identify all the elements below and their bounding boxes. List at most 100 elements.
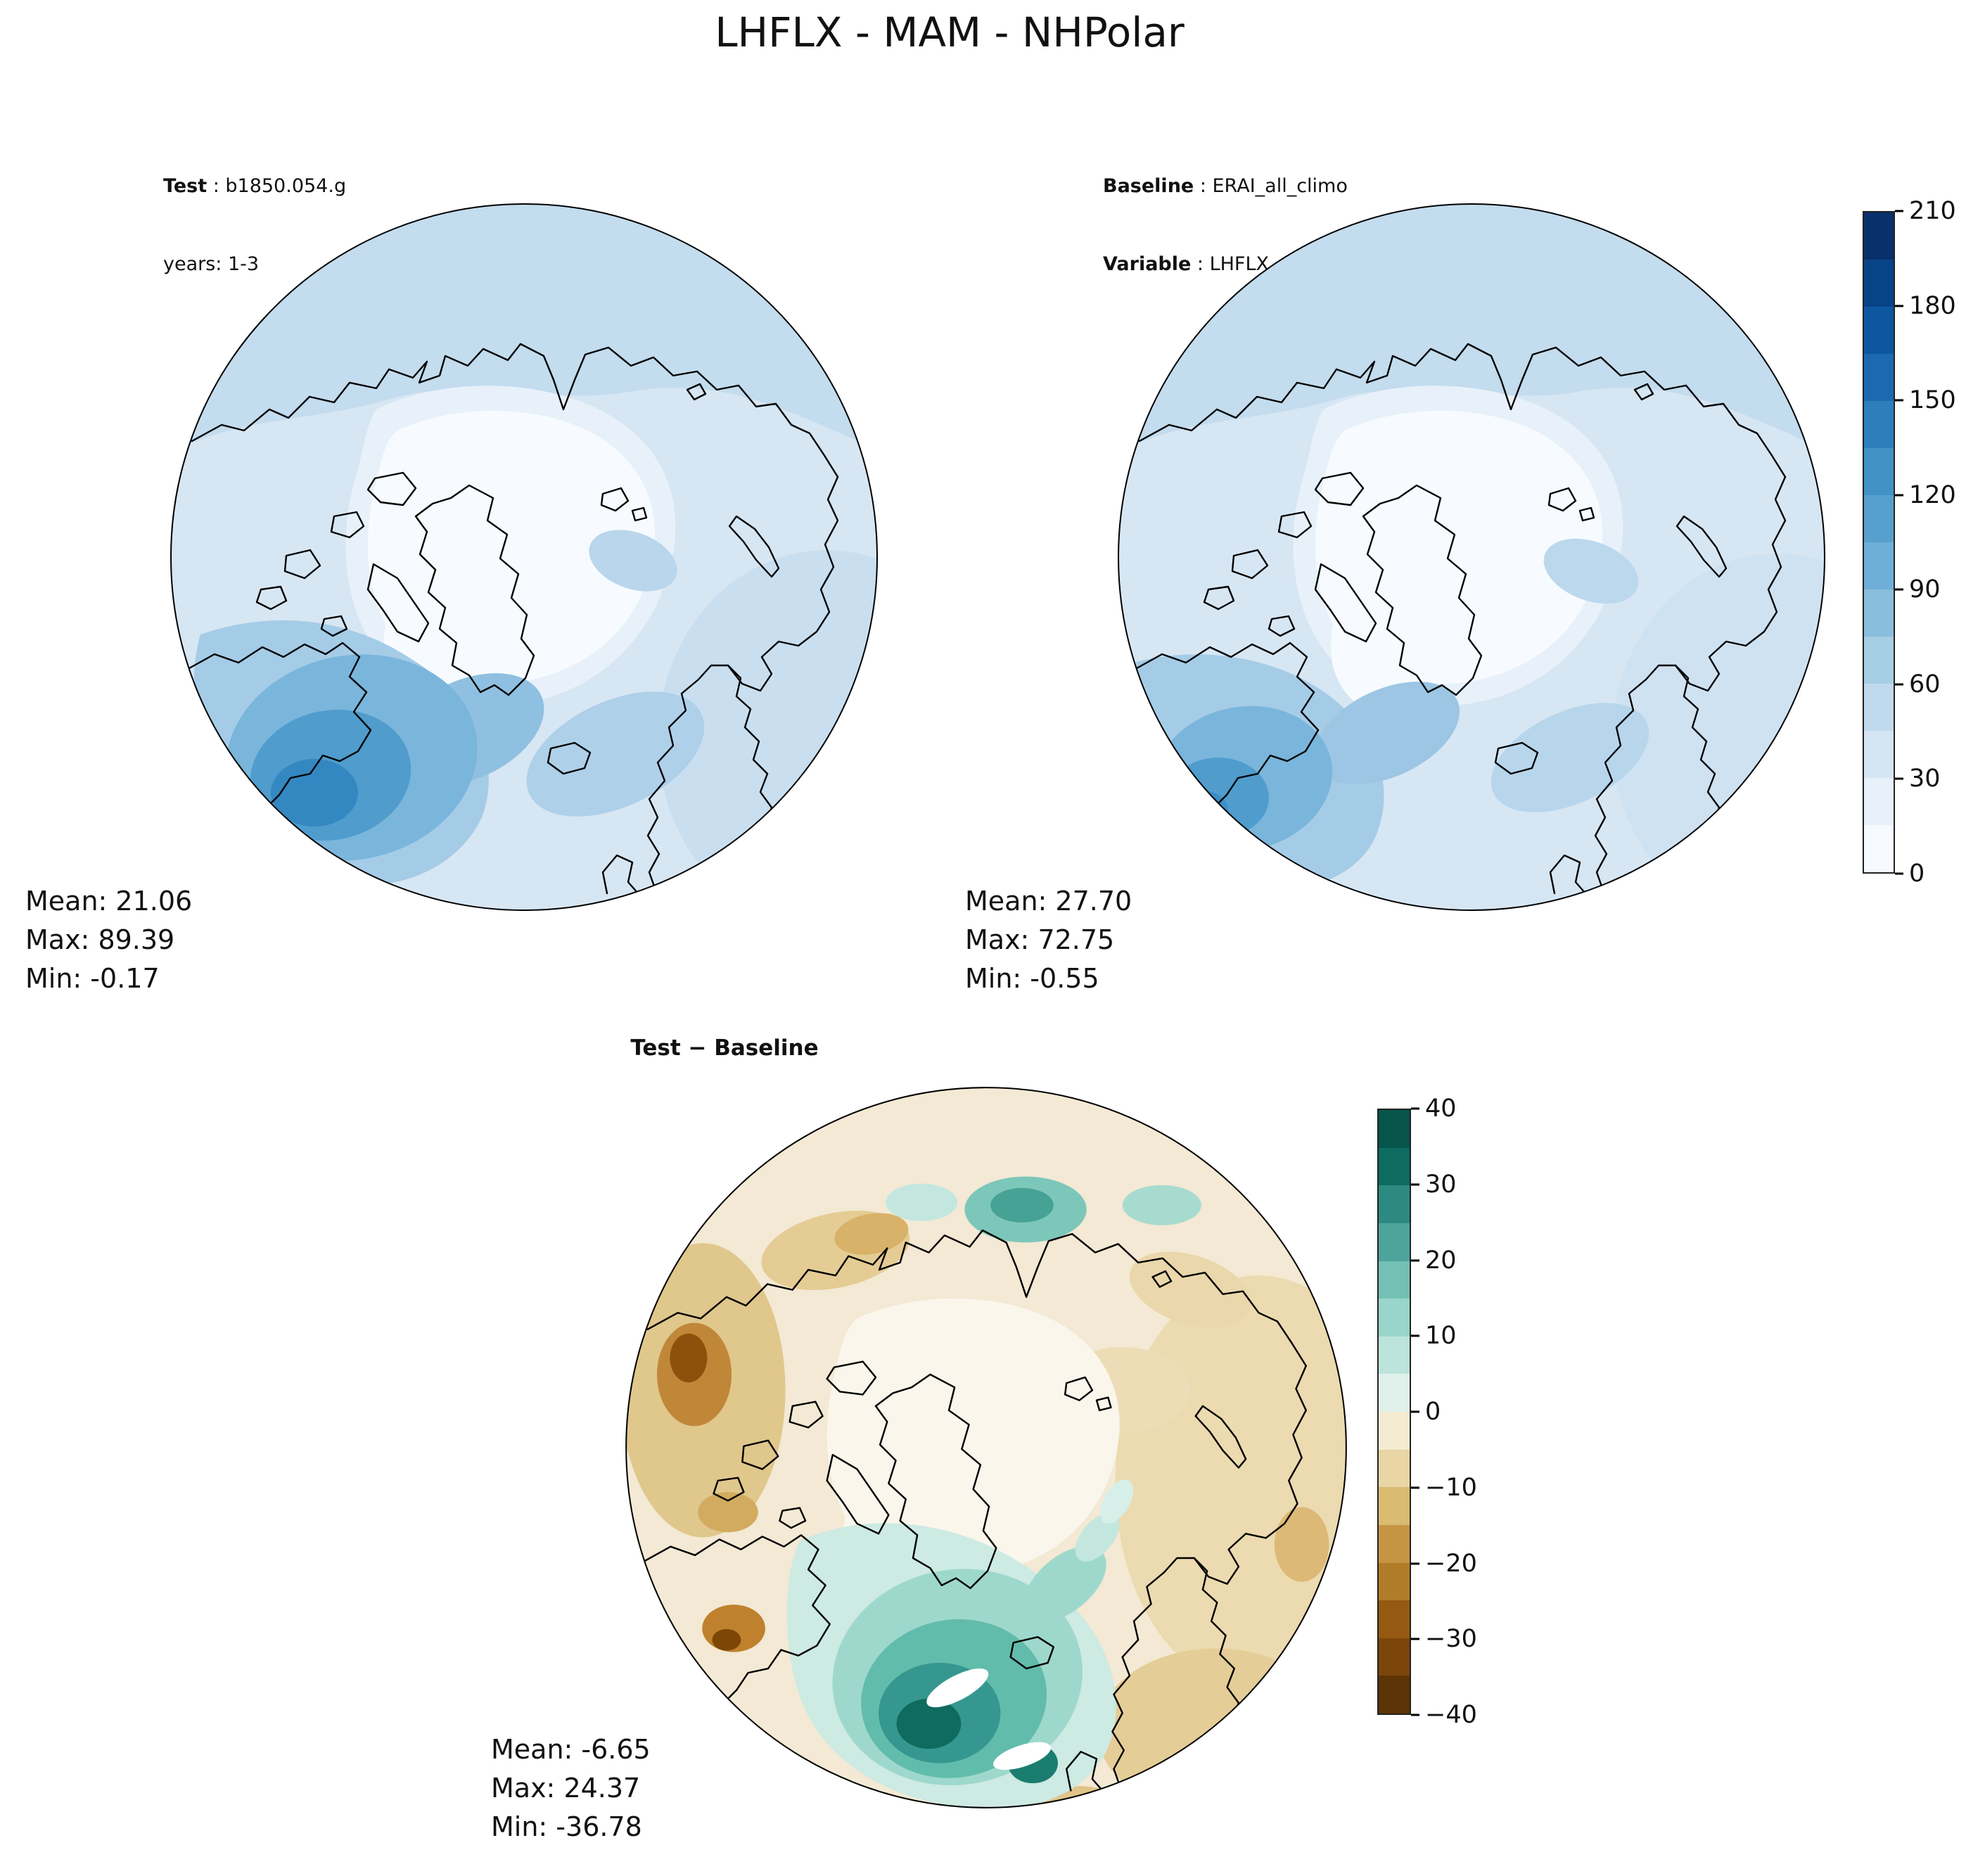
colorbar-segment	[1379, 1261, 1410, 1299]
colorbar-tick	[1895, 683, 1903, 686]
colorbar-tick	[1411, 1638, 1419, 1640]
colorbar-segment	[1379, 1223, 1410, 1261]
colorbar-tick-label: 30	[1425, 1170, 1457, 1199]
colorbar-segment	[1379, 1600, 1410, 1638]
colorbar-tick	[1411, 1562, 1419, 1564]
colorbar-segment	[1379, 1185, 1410, 1223]
colorbar-tick-label: 150	[1909, 386, 1956, 415]
colorbar-tick-label: −40	[1425, 1701, 1477, 1729]
colorbar-segment	[1864, 448, 1894, 495]
colorbar-tick-label: 90	[1909, 575, 1941, 604]
colorbar-tick	[1411, 1714, 1419, 1716]
colorbar-tick-label: 40	[1425, 1095, 1457, 1123]
main-colorbar: 210 180 150 120 90 60 30 0	[1863, 197, 1956, 888]
colorbar-tick-label: 20	[1425, 1246, 1457, 1275]
colorbar-tick-label: −10	[1425, 1473, 1477, 1502]
variable-label: Variable	[1103, 253, 1192, 275]
baseline-map	[1118, 203, 1825, 911]
colorbar-segment	[1379, 1524, 1410, 1563]
colorbar-segment	[1379, 1336, 1410, 1374]
diff-map-border	[625, 1087, 1347, 1808]
diff-stat-max: Max: 24.37	[491, 1773, 641, 1804]
colorbar-segment	[1379, 1412, 1410, 1450]
baseline-header-line1: Baseline : ERAI_all_climo	[1103, 173, 1348, 199]
baseline-map-border	[1118, 203, 1825, 911]
colorbar-tick-label: 0	[1425, 1398, 1441, 1426]
colorbar-tick-label: −20	[1425, 1549, 1477, 1578]
baseline-header-label: Baseline	[1103, 175, 1194, 197]
colorbar-tick-label: 120	[1909, 480, 1956, 509]
colorbar-segment	[1864, 354, 1894, 401]
baseline-header-line2: Variable : LHFLX	[1103, 251, 1348, 277]
test-header: Test : b1850.054.g years: 1-3	[163, 121, 346, 329]
diff-stat-mean: Mean: -6.65	[491, 1734, 651, 1765]
colorbar-segment	[1379, 1449, 1410, 1488]
colorbar-tick-label: −30	[1425, 1625, 1477, 1654]
colorbar-segment	[1864, 684, 1894, 731]
baseline-stat-min: Min: -0.55	[965, 963, 1099, 994]
colorbar-segment	[1379, 1487, 1410, 1525]
colorbar-tick	[1411, 1410, 1419, 1413]
colorbar-tick	[1411, 1259, 1419, 1261]
colorbar-swatches	[1377, 1109, 1411, 1715]
colorbar-segment	[1864, 260, 1894, 307]
colorbar-tick	[1411, 1334, 1419, 1337]
colorbar-segment	[1379, 1676, 1410, 1714]
colorbar-tick	[1411, 1486, 1419, 1489]
colorbar-segment	[1379, 1562, 1410, 1601]
test-map	[170, 203, 878, 911]
colorbar-segment	[1379, 1110, 1410, 1148]
colorbar-swatches	[1863, 211, 1895, 874]
baseline-contour-fills	[1118, 204, 1825, 910]
colorbar-segment	[1864, 542, 1894, 589]
colorbar-segment	[1864, 637, 1894, 684]
colorbar-tick-label: 210	[1909, 197, 1956, 225]
baseline-stat-mean: Mean: 27.70	[965, 886, 1132, 917]
colorbar-tick-label: 0	[1909, 860, 1925, 888]
colorbar-tick	[1411, 1183, 1419, 1186]
test-header-years: years: 1-3	[163, 253, 260, 275]
test-stat-max: Max: 89.39	[25, 924, 175, 955]
colorbar-segment	[1864, 778, 1894, 825]
diff-title: Test − Baseline	[630, 1035, 819, 1061]
colorbar-tick	[1895, 777, 1903, 780]
test-header-label: Test	[163, 175, 208, 197]
test-contour-fills	[171, 204, 877, 910]
test-stat-mean: Mean: 21.06	[25, 886, 193, 917]
colorbar-tick	[1411, 1107, 1419, 1110]
test-map-border	[170, 203, 878, 911]
colorbar-segment	[1864, 307, 1894, 354]
baseline-stat-max: Max: 72.75	[965, 924, 1115, 955]
colorbar-tick	[1895, 399, 1903, 402]
colorbar-tick	[1895, 494, 1903, 497]
test-header-value: : b1850.054.g	[207, 175, 347, 197]
colorbar-segment	[1379, 1638, 1410, 1676]
test-header-line1: Test : b1850.054.g	[163, 173, 346, 199]
colorbar-tick-label: 10	[1425, 1322, 1457, 1351]
test-stats: Mean: 21.06 Max: 89.39 Min: -0.17	[25, 882, 192, 998]
baseline-stats: Mean: 27.70 Max: 72.75 Min: -0.55	[965, 882, 1132, 998]
colorbar-tick	[1895, 872, 1903, 875]
colorbar-segment	[1864, 825, 1894, 872]
baseline-header-value: : ERAI_all_climo	[1194, 175, 1348, 197]
colorbar-segment	[1379, 1147, 1410, 1186]
variable-value: : LHFLX	[1191, 253, 1270, 275]
colorbar-tick	[1895, 588, 1903, 591]
colorbar-tick	[1895, 305, 1903, 307]
colorbar-segment	[1379, 1298, 1410, 1336]
colorbar-tick-label: 60	[1909, 670, 1941, 698]
colorbar-segment	[1864, 731, 1894, 778]
colorbar-tick-label: 180	[1909, 291, 1956, 320]
diff-colorbar: 40 30 20 10 0 −10 −20 −30 −40	[1377, 1095, 1477, 1729]
colorbar-tick	[1895, 210, 1903, 212]
colorbar-segment	[1864, 495, 1894, 542]
colorbar-segment	[1864, 589, 1894, 637]
diff-stat-min: Min: -36.78	[491, 1811, 642, 1842]
colorbar-segment	[1379, 1374, 1410, 1412]
diff-stats: Mean: -6.65 Max: 24.37 Min: -36.78	[491, 1730, 651, 1846]
colorbar-tick-label: 30	[1909, 765, 1941, 793]
colorbar-segment	[1864, 212, 1894, 260]
page-title: LHFLX - MAM - NHPolar	[715, 8, 1185, 56]
baseline-header: Baseline : ERAI_all_climo Variable : LHF…	[1103, 121, 1348, 329]
